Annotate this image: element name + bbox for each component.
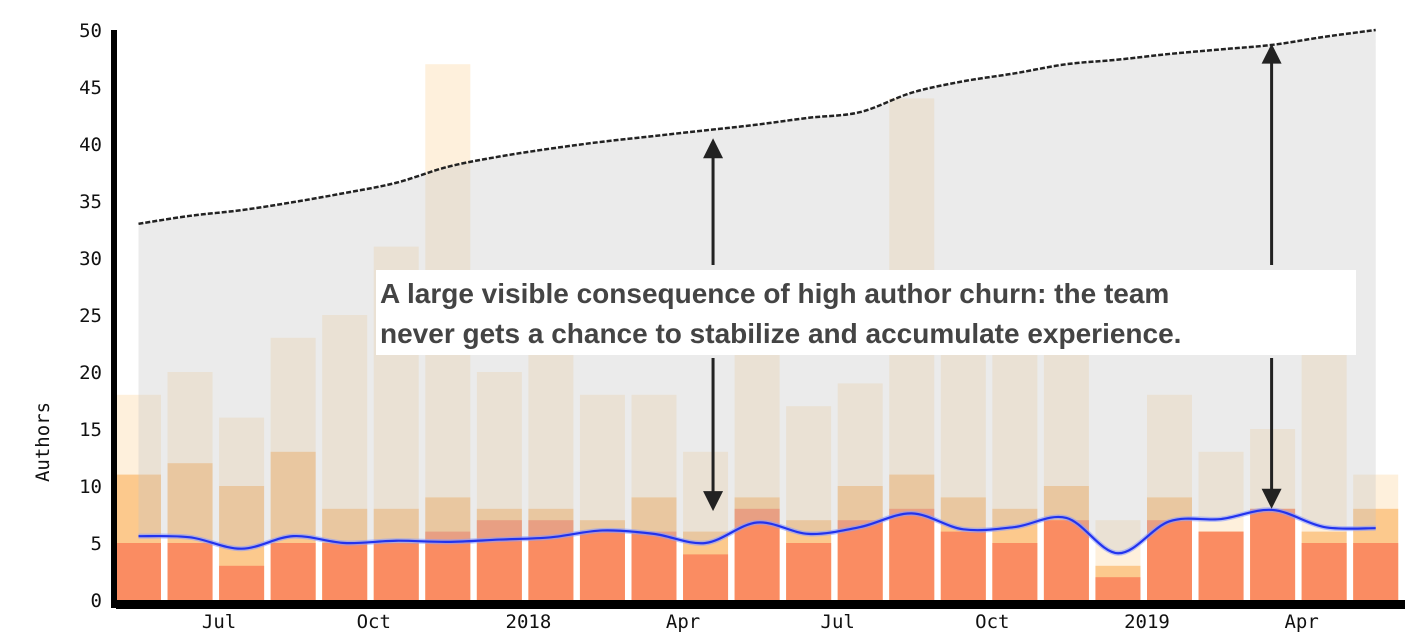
bar-2019-04-layer-2 <box>1301 543 1347 600</box>
annotation-background <box>376 270 1356 355</box>
bar-2018-07-layer-2 <box>837 520 883 600</box>
arrow-down-head-icon <box>1261 488 1282 509</box>
annotation-line-1: A large visible consequence of high auth… <box>380 278 1169 309</box>
bar-2018-03-layer-2 <box>631 531 677 600</box>
bar-2018-06-layer-2 <box>786 543 832 600</box>
x-tick-label: Jul <box>821 611 855 633</box>
bar-2017-10-layer-2 <box>373 543 419 600</box>
bar-2018-10-layer-2 <box>992 543 1038 600</box>
x-tick-label: Apr <box>1284 611 1318 633</box>
bar-2018-08-layer-2 <box>889 508 935 600</box>
x-tick-label: Oct <box>357 611 391 633</box>
y-axis-label: Authors <box>32 402 54 482</box>
bar-2017-12-layer-2 <box>476 520 522 600</box>
solid-line-series <box>138 508 1376 555</box>
bar-2017-08-layer-2 <box>270 543 316 600</box>
y-axis-line <box>111 30 117 608</box>
y-tick-label: 35 <box>79 191 102 213</box>
y-tick-label: 15 <box>79 419 102 441</box>
y-tick-label: 20 <box>79 362 102 384</box>
annotation-box: A large visible consequence of high auth… <box>376 270 1356 355</box>
y-tick-label: 30 <box>79 248 102 270</box>
bars-layer <box>116 64 1399 601</box>
y-tick-label: 45 <box>79 77 102 99</box>
bar-2018-11-layer-2 <box>1043 520 1089 600</box>
bar-2017-09-layer-2 <box>322 543 368 600</box>
dashed-line-series <box>138 28 1376 226</box>
bar-2018-04-layer-2 <box>683 554 729 600</box>
y-tick-label: 50 <box>79 20 102 42</box>
x-tick-label: Jul <box>202 611 236 633</box>
y-tick-label: 0 <box>91 590 102 612</box>
bar-2017-07-layer-2 <box>219 565 265 600</box>
arrow-up-head-icon <box>703 138 724 159</box>
bar-2018-09-layer-2 <box>940 531 986 600</box>
x-tick-label: Apr <box>666 611 700 633</box>
y-tick-label: 40 <box>79 134 102 156</box>
x-tick-label: 2019 <box>1124 611 1170 633</box>
bar-2019-02-layer-2 <box>1198 531 1244 600</box>
bar-2017-06-layer-2 <box>167 543 213 600</box>
x-tick-label: 2018 <box>506 611 552 633</box>
annotation-arrows <box>703 43 1282 512</box>
y-axis-ticks: 0 5 10 15 20 25 30 35 40 45 50 <box>79 20 102 612</box>
bar-2018-02-layer-2 <box>579 531 625 600</box>
x-axis-line <box>116 600 1405 609</box>
y-tick-label: 25 <box>79 305 102 327</box>
y-tick-label: 10 <box>79 476 102 498</box>
x-tick-label: Oct <box>975 611 1009 633</box>
bar-2019-03-layer-2 <box>1250 508 1296 600</box>
arrow-up-head-icon <box>1261 43 1282 64</box>
y-tick-label: 5 <box>91 533 102 555</box>
bar-2017-05-layer-2 <box>116 543 161 600</box>
bar-2019-05-layer-2 <box>1353 543 1399 600</box>
bar-2018-12-layer-2 <box>1095 577 1141 600</box>
x-axis-ticks: Jul Oct 2018 Apr Jul Oct 2019 Apr <box>202 611 1319 633</box>
arrow-down-head-icon <box>703 491 724 512</box>
annotation-line-2: never gets a chance to stabilize and acc… <box>380 318 1181 349</box>
